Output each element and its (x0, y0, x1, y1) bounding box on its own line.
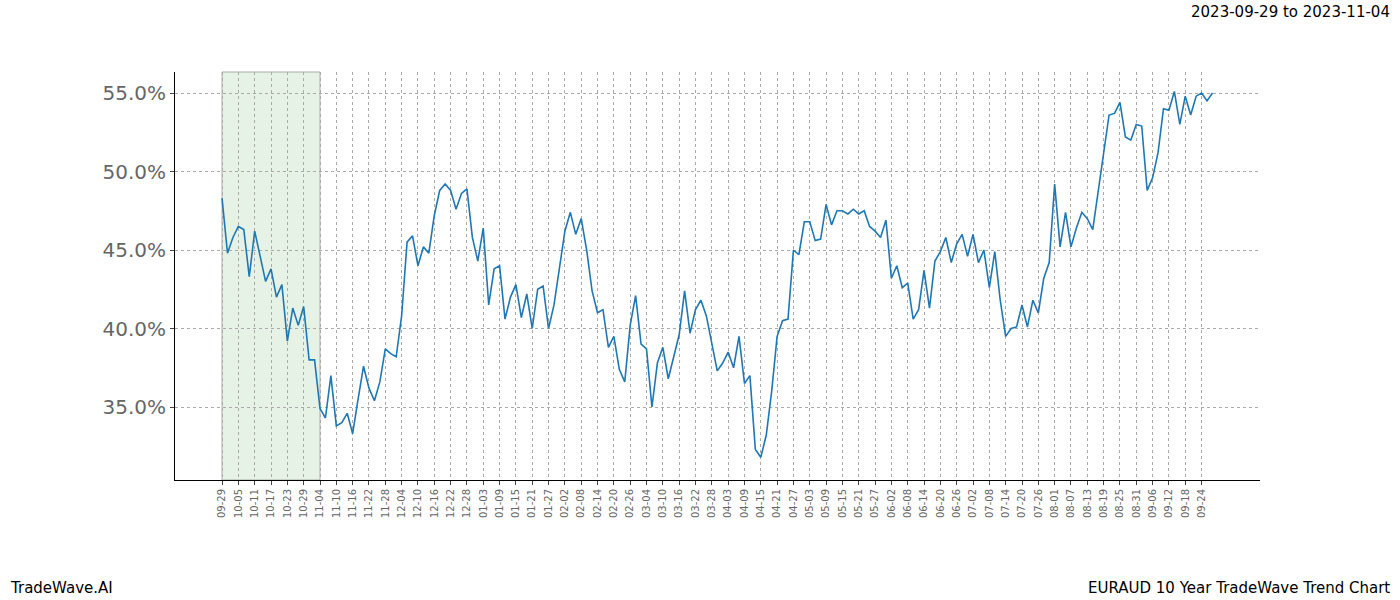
svg-text:06-02: 06-02 (886, 489, 897, 518)
svg-text:06-08: 06-08 (902, 489, 913, 518)
svg-text:10-29: 10-29 (298, 489, 309, 518)
svg-text:07-02: 07-02 (967, 489, 978, 518)
svg-text:08-01: 08-01 (1049, 489, 1060, 518)
svg-text:03-22: 03-22 (690, 489, 701, 518)
svg-text:2023-09-29 to 2023-11-04: 2023-09-29 to 2023-11-04 (1191, 3, 1390, 21)
svg-text:01-03: 01-03 (478, 489, 489, 518)
svg-text:45.0%: 45.0% (102, 238, 166, 262)
svg-text:07-14: 07-14 (1000, 489, 1011, 518)
svg-text:11-28: 11-28 (380, 489, 391, 518)
svg-text:12-28: 12-28 (461, 489, 472, 518)
svg-text:03-28: 03-28 (706, 489, 717, 518)
svg-text:02-02: 02-02 (559, 489, 570, 518)
svg-text:05-21: 05-21 (853, 489, 864, 518)
svg-text:12-22: 12-22 (445, 489, 456, 518)
svg-text:09-06: 09-06 (1147, 489, 1158, 518)
svg-text:01-21: 01-21 (526, 489, 537, 518)
svg-text:01-15: 01-15 (510, 489, 521, 518)
svg-text:04-15: 04-15 (755, 489, 766, 518)
svg-text:40.0%: 40.0% (102, 317, 166, 341)
svg-text:12-04: 12-04 (396, 489, 407, 518)
svg-text:09-29: 09-29 (216, 489, 227, 518)
svg-text:12-10: 12-10 (412, 489, 423, 518)
svg-text:TradeWave.AI: TradeWave.AI (10, 579, 113, 597)
svg-text:01-09: 01-09 (494, 489, 505, 518)
svg-text:55.0%: 55.0% (102, 81, 166, 105)
svg-text:35.0%: 35.0% (102, 395, 166, 419)
svg-text:04-27: 04-27 (788, 489, 799, 518)
svg-text:10-17: 10-17 (265, 489, 276, 518)
svg-text:03-16: 03-16 (673, 489, 684, 518)
svg-text:10-05: 10-05 (233, 489, 244, 518)
svg-text:09-12: 09-12 (1163, 489, 1174, 518)
svg-text:03-10: 03-10 (657, 489, 668, 518)
svg-text:03-04: 03-04 (641, 489, 652, 518)
svg-text:12-16: 12-16 (429, 489, 440, 518)
svg-text:EURAUD 10 Year TradeWave Trend: EURAUD 10 Year TradeWave Trend Chart (1088, 579, 1390, 597)
svg-text:09-24: 09-24 (1196, 489, 1207, 518)
svg-text:07-20: 07-20 (1016, 489, 1027, 518)
svg-text:11-22: 11-22 (363, 489, 374, 518)
svg-text:05-03: 05-03 (804, 489, 815, 518)
svg-text:06-20: 06-20 (935, 489, 946, 518)
svg-text:06-14: 06-14 (918, 489, 929, 518)
svg-text:04-03: 04-03 (722, 489, 733, 518)
svg-text:11-10: 11-10 (331, 489, 342, 518)
svg-text:02-26: 02-26 (624, 489, 635, 518)
svg-text:02-20: 02-20 (608, 489, 619, 518)
svg-text:08-13: 08-13 (1082, 489, 1093, 518)
svg-text:10-23: 10-23 (282, 489, 293, 518)
svg-text:04-21: 04-21 (771, 489, 782, 518)
svg-text:08-25: 08-25 (1114, 489, 1125, 518)
svg-text:05-09: 05-09 (820, 489, 831, 518)
svg-text:06-26: 06-26 (951, 489, 962, 518)
svg-text:05-15: 05-15 (837, 489, 848, 518)
svg-text:08-19: 08-19 (1098, 489, 1109, 518)
svg-text:11-04: 11-04 (314, 489, 325, 518)
svg-text:50.0%: 50.0% (102, 160, 166, 184)
svg-text:11-16: 11-16 (347, 489, 358, 518)
svg-text:07-08: 07-08 (984, 489, 995, 518)
svg-text:08-31: 08-31 (1131, 489, 1142, 518)
svg-text:02-14: 02-14 (592, 489, 603, 518)
svg-text:04-09: 04-09 (739, 489, 750, 518)
svg-text:07-26: 07-26 (1033, 489, 1044, 518)
svg-text:10-11: 10-11 (249, 489, 260, 518)
svg-text:01-27: 01-27 (543, 489, 554, 518)
svg-text:02-08: 02-08 (575, 489, 586, 518)
svg-text:05-27: 05-27 (869, 489, 880, 518)
svg-text:08-07: 08-07 (1065, 489, 1076, 518)
svg-text:09-18: 09-18 (1180, 489, 1191, 518)
